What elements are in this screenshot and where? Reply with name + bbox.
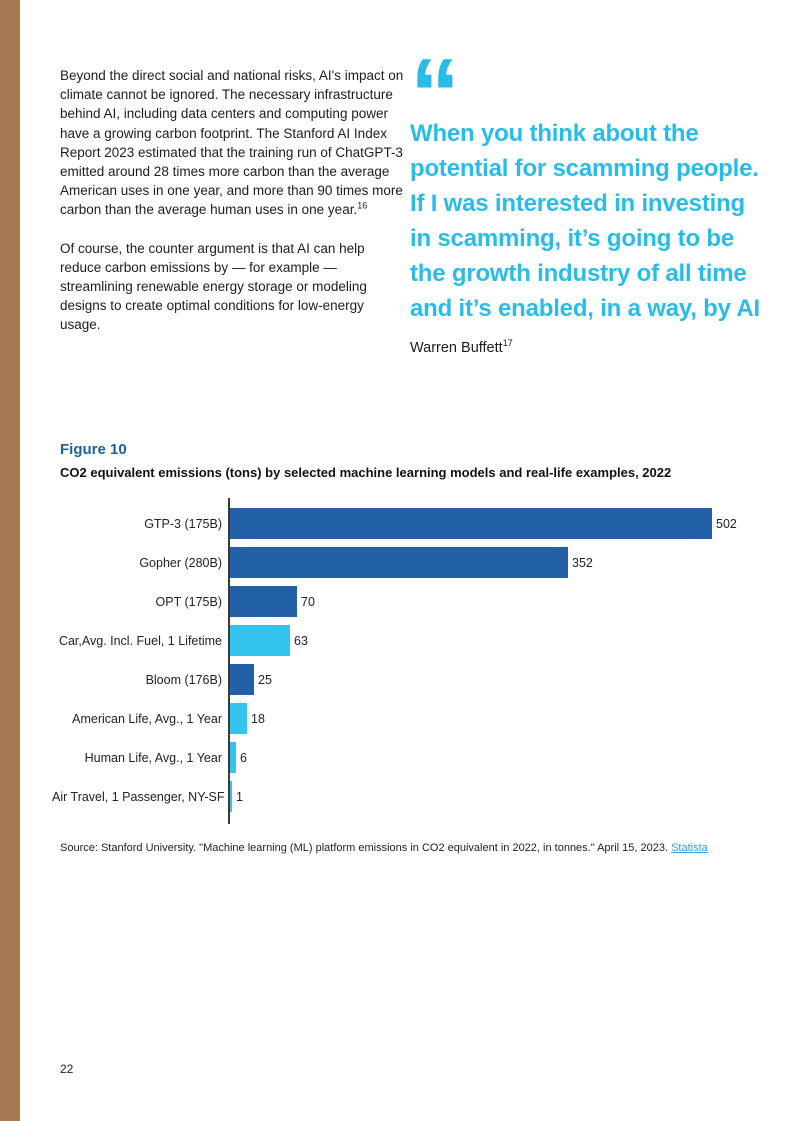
chart-row: Gopher (280B) 352 bbox=[139, 543, 750, 582]
body-text-column: Beyond the direct social and national ri… bbox=[60, 66, 408, 335]
chart-category-label: Bloom (176B) bbox=[145, 672, 222, 687]
chart-category-label: American Life, Avg., 1 Year bbox=[72, 711, 222, 726]
pull-quote: “ When you think about the potential for… bbox=[410, 38, 765, 356]
footnote-ref-16: 16 bbox=[357, 200, 368, 211]
chart-bar bbox=[230, 781, 232, 812]
chart-value-label: 1 bbox=[236, 789, 243, 804]
chart-row: OPT (175B) 70 bbox=[156, 582, 750, 621]
quote-attribution-name: Warren Buffett bbox=[410, 340, 503, 356]
chart-row: Air Travel, 1 Passenger, NY-SF 1 bbox=[52, 777, 750, 816]
paragraph-climate-text: Beyond the direct social and national ri… bbox=[60, 68, 404, 218]
figure-10-block: Figure 10 CO2 equivalent emissions (tons… bbox=[52, 441, 750, 854]
source-text: Source: Stanford University. "Machine le… bbox=[60, 842, 672, 854]
chart-value-label: 6 bbox=[240, 750, 247, 765]
footnote-ref-17: 17 bbox=[502, 338, 513, 349]
chart-category-label: Air Travel, 1 Passenger, NY-SF bbox=[52, 789, 225, 804]
chart-bar bbox=[230, 625, 290, 656]
chart-value-label: 70 bbox=[301, 594, 315, 609]
chart-row: Human Life, Avg., 1 Year 6 bbox=[85, 738, 750, 777]
quote-attribution: Warren Buffett17 bbox=[410, 338, 765, 356]
chart-row: American Life, Avg., 1 Year 18 bbox=[72, 699, 750, 738]
chart-category-label: Gopher (280B) bbox=[139, 555, 222, 570]
chart-bar bbox=[230, 703, 247, 734]
source-line: Source: Stanford University. "Machine le… bbox=[60, 842, 750, 854]
chart-category-label: OPT (175B) bbox=[155, 594, 222, 609]
figure-title: CO2 equivalent emissions (tons) by selec… bbox=[60, 465, 672, 480]
statista-link[interactable]: Statista bbox=[671, 842, 708, 854]
chart-value-label: 25 bbox=[258, 672, 272, 687]
chart-category-label: Car,Avg. Incl. Fuel, 1 Lifetime bbox=[58, 633, 222, 648]
chart-bar bbox=[230, 508, 712, 539]
quote-mark-icon: “ bbox=[410, 38, 460, 150]
chart-row: Car,Avg. Incl. Fuel, 1 Lifetime 63 bbox=[59, 621, 750, 660]
chart-value-label: 63 bbox=[294, 633, 308, 648]
chart-row: GTP-3 (175B) 502 bbox=[144, 504, 750, 543]
chart-bar bbox=[230, 586, 297, 617]
left-accent-bar bbox=[0, 0, 20, 1121]
chart-row: Bloom (176B) 25 bbox=[146, 660, 750, 699]
chart-category-label: GTP-3 (175B) bbox=[144, 516, 222, 531]
page-number: 22 bbox=[60, 1062, 74, 1076]
quote-text: When you think about the potential for s… bbox=[410, 120, 760, 322]
chart-bar bbox=[230, 664, 254, 695]
figure-label: Figure 10 bbox=[60, 441, 127, 458]
chart-plot: GTP-3 (175B) 502 Gopher (280B) 352 OPT (175B… bbox=[52, 498, 750, 824]
paragraph-climate: Beyond the direct social and national ri… bbox=[60, 66, 408, 220]
chart-bar bbox=[230, 547, 568, 578]
chart-value-label: 352 bbox=[572, 555, 593, 570]
chart-category-label: Human Life, Avg., 1 Year bbox=[84, 750, 222, 765]
chart-value-label: 18 bbox=[251, 711, 265, 726]
chart-value-label: 502 bbox=[716, 516, 737, 531]
bar-chart: GTP-3 (175B) 502 Gopher (280B) 352 OPT (175B… bbox=[52, 498, 750, 824]
paragraph-counter-argument: Of course, the counter argument is that … bbox=[60, 240, 367, 333]
chart-bar bbox=[230, 742, 236, 773]
